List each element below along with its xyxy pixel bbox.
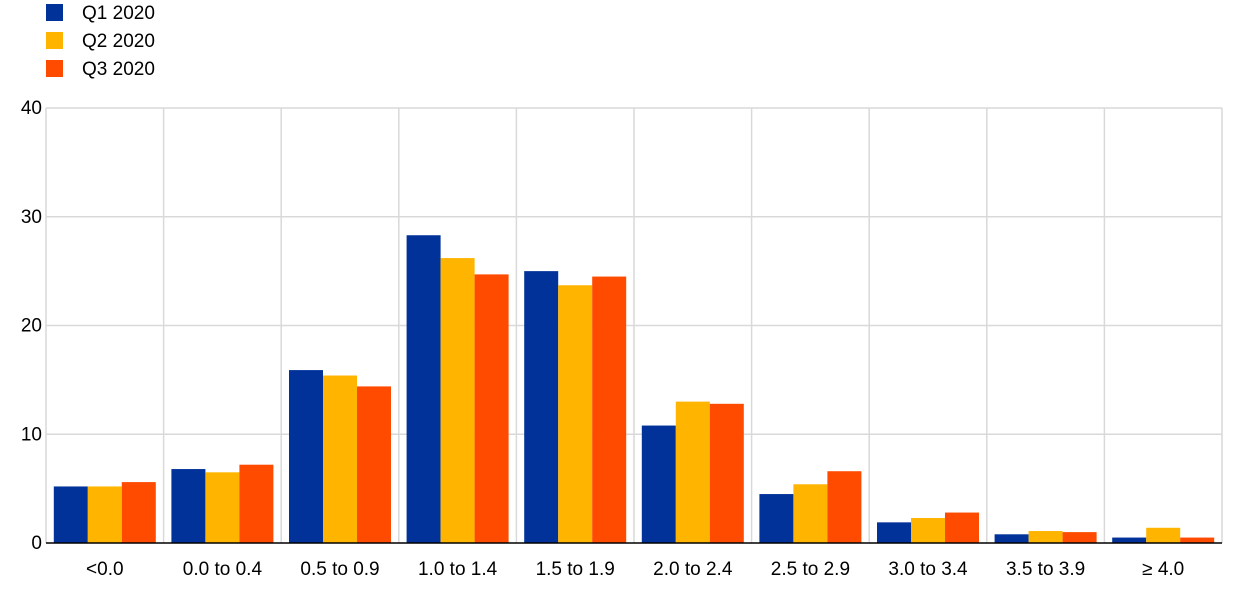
y-axis: 0 10 20 30 40	[21, 98, 42, 554]
y-tick-label: 30	[21, 207, 42, 228]
bar-1-1	[171, 469, 206, 543]
bar-2-7	[911, 517, 945, 543]
bar-1-5	[641, 425, 676, 543]
bar-3-1	[239, 464, 274, 543]
bar-2-9	[1146, 527, 1181, 543]
x-tick-label: 2.5 to 2.9	[771, 559, 850, 580]
legend-swatch-2	[46, 32, 63, 49]
bars	[53, 235, 1215, 544]
x-tick-label: <0.0	[86, 559, 124, 580]
bar-1-4	[524, 271, 559, 543]
bar-3-3	[474, 274, 509, 543]
bar-1-0	[53, 486, 88, 543]
grid	[45, 107, 1223, 543]
x-tick-label: ≥ 4.0	[1142, 559, 1184, 580]
bar-3-8	[1062, 532, 1097, 543]
legend-label-1: Q1 2020	[82, 3, 155, 24]
y-tick-label: 0	[31, 533, 42, 554]
bar-3-6	[827, 471, 862, 543]
y-tick-label: 10	[21, 424, 42, 445]
x-tick-label: 2.0 to 2.4	[653, 559, 733, 580]
x-tick-label: 0.5 to 0.9	[300, 559, 379, 580]
bar-2-8	[1028, 531, 1063, 543]
bar-1-9	[1112, 537, 1147, 543]
bar-2-5	[675, 401, 710, 543]
x-tick-label: 3.5 to 3.9	[1006, 559, 1085, 580]
bar-2-6	[793, 484, 828, 543]
x-tick-label: 1.5 to 1.9	[536, 559, 615, 580]
legend-label-3: Q3 2020	[82, 59, 155, 80]
bar-3-0	[121, 482, 156, 543]
bar-3-7	[945, 512, 979, 543]
bar-1-2	[289, 370, 323, 543]
legend-swatch-3	[46, 60, 63, 77]
bar-2-2	[323, 375, 357, 543]
y-tick-label: 40	[21, 98, 42, 119]
bar-1-7	[877, 522, 911, 543]
legend-swatch-1	[46, 4, 63, 21]
bar-2-1	[205, 472, 240, 543]
bar-2-4	[558, 285, 593, 543]
bar-3-9	[1180, 537, 1215, 543]
x-axis: <0.0 0.0 to 0.4 0.5 to 0.9 1.0 to 1.4 1.5 to…	[86, 559, 1184, 580]
bar-3-2	[357, 386, 391, 543]
x-tick-label: 1.0 to 1.4	[418, 559, 498, 580]
bar-1-6	[759, 494, 794, 543]
y-tick-label: 20	[21, 316, 42, 337]
bar-1-8	[994, 534, 1029, 543]
legend: Q1 2020 Q2 2020 Q3 2020	[46, 3, 155, 80]
x-tick-label: 0.0 to 0.4	[183, 559, 263, 580]
legend-label-2: Q2 2020	[82, 31, 155, 52]
bar-3-4	[592, 276, 627, 543]
bar-3-5	[709, 403, 744, 543]
bar-1-3	[406, 235, 441, 544]
x-tick-label: 3.0 to 3.4	[888, 559, 968, 580]
bar-2-0	[87, 486, 122, 543]
bar-2-3	[440, 258, 475, 543]
